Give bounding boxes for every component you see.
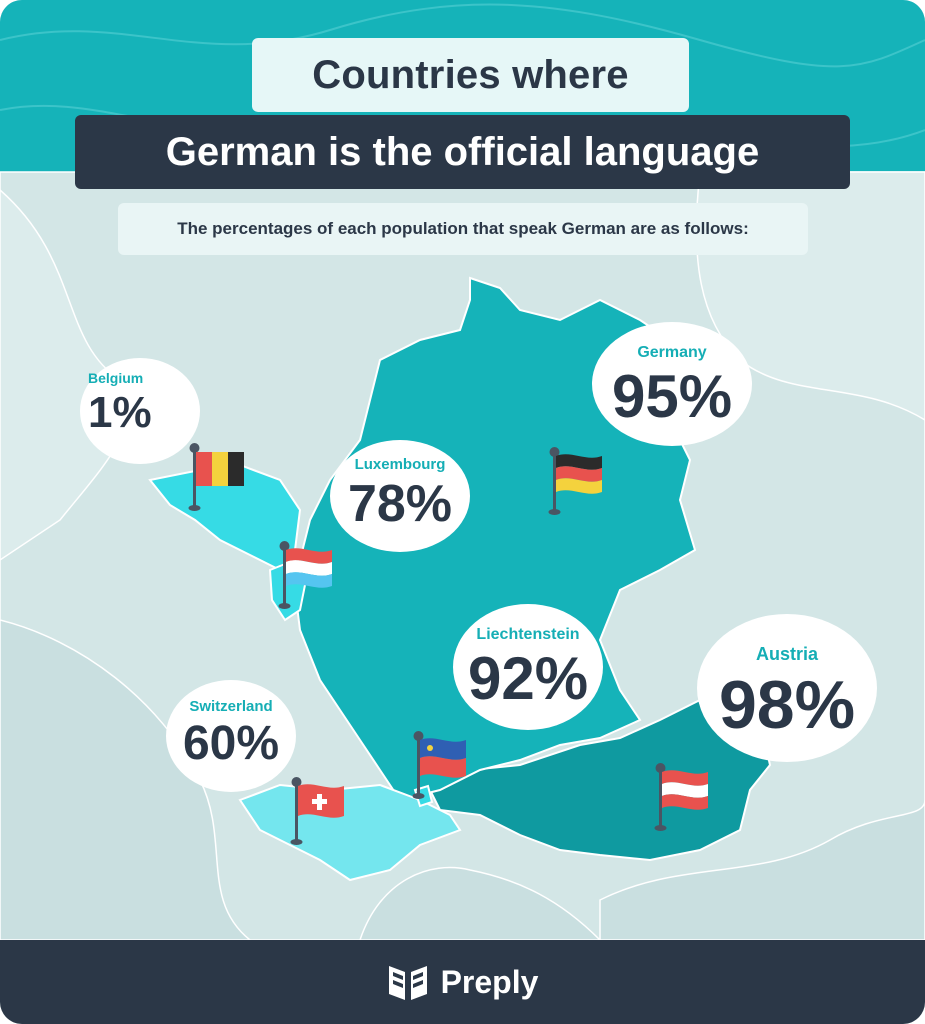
subtitle: The percentages of each population that … [118, 203, 808, 255]
bubble-luxembourg: Luxembourg 78% [330, 440, 470, 552]
preply-logo-icon [388, 966, 427, 1000]
country-name: Belgium [88, 370, 144, 386]
flag-belgium-icon [188, 443, 244, 511]
bubble-liechtenstein: Liechtenstein 92% [453, 604, 603, 730]
country-percent: 60% [182, 717, 280, 770]
flag-liechtenstein-icon [412, 731, 466, 799]
brand: Preply [387, 962, 539, 1002]
bubble-switzerland: Switzerland 60% [166, 680, 296, 792]
country-percent: 92% [467, 645, 589, 712]
flag-luxembourg-icon [278, 541, 332, 609]
country-name: Switzerland [189, 698, 273, 715]
country-percent: 95% [611, 363, 733, 430]
flag-switzerland-icon [290, 777, 344, 845]
country-percent: 78% [347, 475, 453, 533]
bubble-austria: Austria 98% [697, 614, 877, 762]
footer: Preply [0, 940, 925, 1024]
country-percent: 98% [718, 667, 856, 743]
country-percent: 1% [88, 388, 152, 437]
flag-germany-icon [548, 447, 602, 515]
flag-austria-icon [654, 763, 708, 831]
country-name: Austria [755, 644, 818, 664]
brand-name: Preply [440, 963, 539, 1000]
country-name: Liechtenstein [476, 626, 580, 643]
country-name: Luxembourg [354, 456, 446, 473]
bubble-belgium: Belgium 1% [80, 358, 200, 464]
title-line1: Countries where [252, 38, 689, 112]
title-line2: German is the official language [75, 115, 850, 189]
bubble-germany: Germany 95% [592, 322, 752, 446]
austria-region [428, 696, 772, 862]
country-name: Germany [637, 344, 707, 361]
